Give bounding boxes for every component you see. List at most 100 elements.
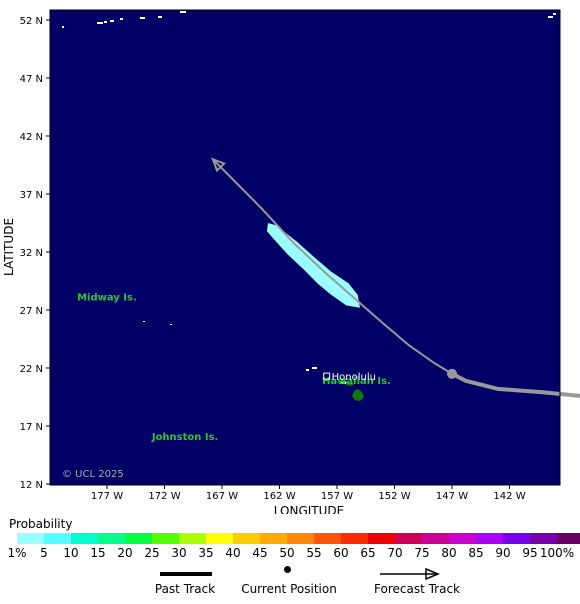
lat-tick-label: 22 N — [20, 364, 43, 375]
lat-tick-label: 27 N — [20, 306, 43, 317]
probability-swatch — [206, 533, 233, 544]
probability-scale-label: 60 — [333, 546, 349, 560]
probability-swatch — [71, 533, 98, 544]
probability-color-scale — [17, 533, 580, 544]
place-label: Hawaiian Is. — [322, 376, 391, 387]
lon-tick-label: 147 W — [436, 491, 468, 502]
molokai-island — [346, 382, 354, 386]
lon-tick-label: 162 W — [263, 491, 295, 502]
island-speck — [110, 20, 114, 22]
forecast-arrowhead — [211, 157, 226, 173]
island-speck — [97, 22, 103, 24]
big-island — [352, 389, 364, 401]
legend: Probability 1% 5 10 15 20 25 30 35 40 45 50 55 60 65 7… — [0, 514, 580, 604]
lon-tick-label: 172 W — [148, 491, 180, 502]
probability-swatch — [98, 533, 125, 544]
island-speck — [170, 324, 172, 325]
island-speck — [62, 26, 64, 28]
island-speck — [306, 369, 309, 371]
lat-tick-label: 42 N — [20, 132, 43, 143]
probability-swath — [266, 223, 360, 308]
maui-island — [340, 381, 347, 384]
latitude-ticks: 52 N 47 N 42 N 37 N 32 N 27 N 22 N 17 N 12 N — [20, 16, 50, 491]
probability-swatch — [449, 533, 476, 544]
probability-scale-label: 25 — [144, 546, 160, 560]
hawaiian-islands-land — [340, 381, 364, 401]
probability-swatch — [557, 533, 580, 544]
city-marker: Honolulu — [323, 372, 376, 383]
current-position-key-label: Current Position — [241, 582, 337, 596]
past-track-line — [451, 372, 580, 399]
map-frame — [49, 9, 561, 486]
copyright-label: © UCL 2025 — [62, 469, 124, 480]
probability-scale-label: 5 — [40, 546, 48, 560]
lon-tick-label: 177 W — [91, 491, 123, 502]
probability-swatch — [233, 533, 260, 544]
lat-tick-label: 52 N — [20, 16, 43, 27]
probability-scale-label: 100% — [539, 546, 575, 560]
probability-swatch — [287, 533, 314, 544]
place-label: Johnston Is. — [151, 432, 219, 443]
probability-swatch — [422, 533, 449, 544]
probability-scale-label: 65 — [360, 546, 376, 560]
y-axis-label: LATITUDE — [2, 218, 16, 276]
longitude-ticks: 177 W 172 W 167 W 162 W 157 W 152 W 147 W 142 W — [91, 485, 526, 502]
lat-tick-label: 12 N — [20, 480, 43, 491]
place-label: Midway Is. — [77, 293, 137, 304]
probability-swatch — [44, 533, 71, 544]
ocean-area — [50, 10, 560, 485]
probability-scale-label: 70 — [387, 546, 403, 560]
lat-tick-label: 47 N — [20, 74, 43, 85]
probability-legend-title: Probability — [9, 517, 73, 531]
island-speck — [120, 18, 123, 20]
island-speck — [180, 11, 186, 13]
probability-scale-label: 10 — [63, 546, 79, 560]
probability-scale-label: 15 — [90, 546, 106, 560]
probability-scale-label: 90 — [495, 546, 511, 560]
probability-scale-label: 20 — [117, 546, 133, 560]
probability-swatch — [314, 533, 341, 544]
forecast-track-key-arrow — [380, 567, 440, 581]
probability-scale-labels: 1% 5 10 15 20 25 30 35 40 45 50 55 60 65 70 75 80 85 90 95 1… — [0, 546, 580, 560]
lat-tick-label: 17 N — [20, 422, 43, 433]
current-position-marker — [447, 368, 457, 379]
probability-swatch — [152, 533, 179, 544]
probability-scale-label: 30 — [171, 546, 187, 560]
probability-scale-label: 40 — [225, 546, 241, 560]
lat-tick-label: 37 N — [20, 190, 43, 201]
island-speck — [140, 17, 145, 19]
lon-tick-label: 142 W — [493, 491, 525, 502]
probability-swatch — [395, 533, 422, 544]
probability-scale-label: 80 — [441, 546, 457, 560]
probability-swatch — [179, 533, 206, 544]
current-position-key-dot — [284, 566, 291, 573]
island-speck — [548, 16, 553, 18]
island-speck — [553, 13, 556, 15]
island-speck — [312, 367, 317, 369]
probability-scale-label: 50 — [279, 546, 295, 560]
past-track-key-label: Past Track — [154, 582, 216, 596]
probability-scale-label: 55 — [306, 546, 322, 560]
probability-swatch — [125, 533, 152, 544]
lat-tick-label: 32 N — [20, 248, 43, 259]
probability-swatch — [476, 533, 503, 544]
probability-scale-label: 1% — [7, 546, 27, 560]
probability-scale-label: 85 — [468, 546, 484, 560]
probability-scale-label: 45 — [252, 546, 268, 560]
island-speck — [158, 16, 162, 18]
lon-tick-label: 157 W — [321, 491, 353, 502]
probability-scale-label: 35 — [198, 546, 214, 560]
island-speck — [104, 21, 107, 23]
probability-swatch — [341, 533, 368, 544]
small-islands — [62, 11, 556, 371]
probability-swatch — [260, 533, 287, 544]
forecast-track-line — [212, 158, 453, 375]
probability-scale-label: 75 — [414, 546, 430, 560]
lon-tick-label: 167 W — [206, 491, 238, 502]
island-speck — [143, 321, 145, 322]
city-square-marker — [323, 372, 331, 380]
probability-swatch — [503, 533, 530, 544]
place-labels: Midway Is. Hawaiian Is. Johnston Is. — [77, 293, 391, 443]
x-axis-label: LONGITUDE — [274, 504, 344, 514]
probability-swatch — [368, 533, 395, 544]
